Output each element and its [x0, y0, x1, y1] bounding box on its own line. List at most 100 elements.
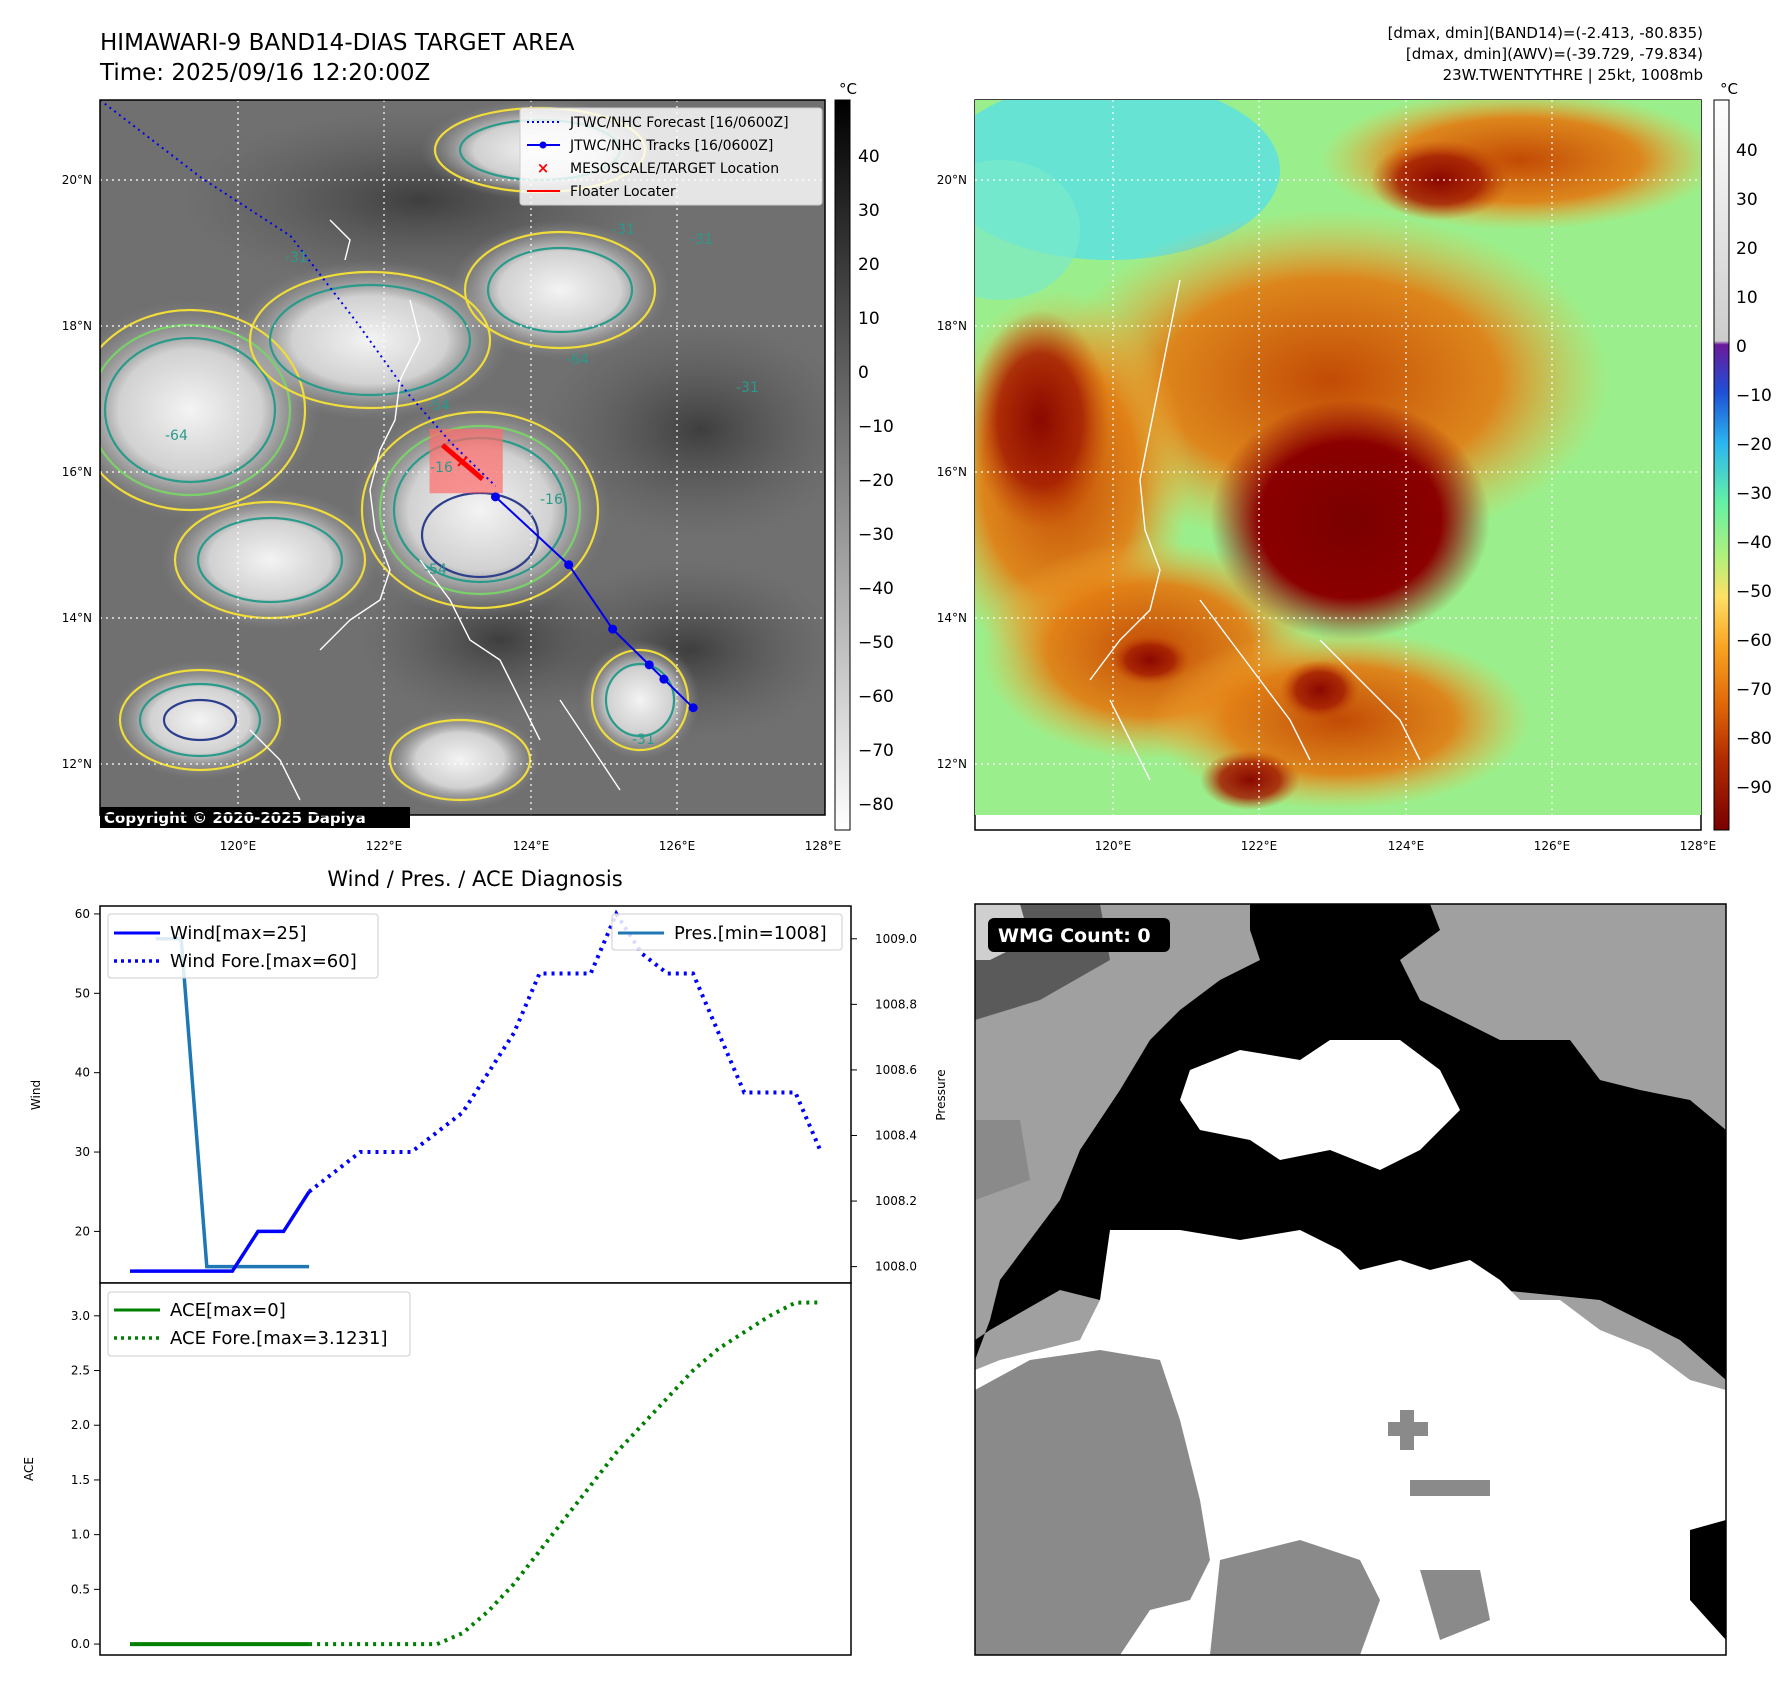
- svg-text:0: 0: [858, 363, 869, 383]
- svg-text:20: 20: [1736, 239, 1758, 259]
- awv-map-panel: [974, 99, 1702, 831]
- ir-map-lon-ticks: 120°E 122°E 124°E 126°E 128°E: [220, 839, 842, 853]
- observed-track-line: [494, 496, 694, 709]
- svg-text:120°E: 120°E: [1095, 839, 1132, 853]
- forecast-track-line: [100, 100, 497, 487]
- svg-text:40: 40: [858, 147, 880, 167]
- ir-map-gridlines: [100, 100, 825, 815]
- svg-text:−80: −80: [1736, 729, 1772, 749]
- legend-wind-forecast-label: Wind Fore.[max=60]: [170, 951, 357, 972]
- legend-track-label: JTWC/NHC Tracks [16/0600Z]: [569, 138, 773, 154]
- legend-ace-label: ACE[max=0]: [170, 1300, 286, 1321]
- svg-text:−70: −70: [858, 741, 894, 761]
- pressure-tick-label: 1008.8: [875, 997, 917, 1011]
- wind-tick-label: 60: [75, 907, 90, 921]
- svg-text:−20: −20: [1736, 435, 1772, 455]
- svg-text:−20: −20: [858, 471, 894, 491]
- pressure-axis-label: Pressure: [934, 1069, 948, 1120]
- awv-colorbar-unit: °C: [1720, 80, 1738, 98]
- legend-target-label: MESOSCALE/TARGET Location: [570, 161, 779, 177]
- ir-map-lat-ticks: 20°N 18°N 16°N 14°N 12°N: [62, 173, 92, 771]
- svg-text:40: 40: [1736, 141, 1758, 161]
- pressure-y-ticks: 1008.0 1008.2 1008.4 1008.6 1008.8 1009.0: [851, 932, 917, 1274]
- svg-text:−50: −50: [858, 633, 894, 653]
- wind-forecast-line: [307, 909, 823, 1194]
- floater-locater-line: [440, 443, 485, 481]
- wmg-field: [975, 904, 1726, 1655]
- awv-field: [975, 100, 1701, 815]
- svg-text:−40: −40: [858, 579, 894, 599]
- track-layer: ×: [100, 100, 698, 713]
- ir-map-panel: × -31 -31 -31 -31 -54 -64 -64 -16 -16 -5…: [99, 99, 826, 828]
- wind-tick-label: 50: [75, 986, 90, 1000]
- info-awv-range: [dmax, dmin](AWV)=(-39.729, -79.834): [1406, 45, 1703, 63]
- svg-text:-31: -31: [632, 732, 655, 748]
- ace-axis-label: ACE: [22, 1457, 36, 1481]
- diagnosis-title: Wind / Pres. / ACE Diagnosis: [327, 867, 622, 891]
- svg-text:−90: −90: [1736, 778, 1772, 798]
- svg-text:-16: -16: [540, 492, 563, 508]
- wind-tick-label: 20: [75, 1224, 90, 1238]
- svg-text:−40: −40: [1736, 533, 1772, 553]
- ace-tick-label: 3.0: [71, 1309, 90, 1323]
- ir-map-legend: JTWC/NHC Forecast [16/0600Z] JTWC/NHC Tr…: [519, 107, 823, 206]
- legend-floater-label: Floater Locater: [570, 184, 676, 200]
- svg-text:124°E: 124°E: [513, 839, 550, 853]
- svg-text:10: 10: [1736, 288, 1758, 308]
- ace-tick-label: 2.5: [71, 1364, 90, 1378]
- track-point: [608, 624, 618, 634]
- track-point: [644, 660, 654, 670]
- wmg-count-label: WMG Count: 0: [998, 925, 1151, 947]
- wmg-panel: WMG Count: 0: [974, 903, 1727, 1656]
- ace-tick-label: 2.0: [71, 1418, 90, 1432]
- track-point: [688, 703, 698, 713]
- wind-y-ticks: 20 30 40 50 60: [75, 907, 100, 1238]
- wmg-count-badge: [988, 918, 1170, 952]
- svg-text:122°E: 122°E: [1241, 839, 1278, 853]
- pressure-tick-label: 1008.0: [875, 1260, 917, 1274]
- pressure-tick-label: 1008.2: [875, 1194, 917, 1208]
- pressure-legend: Pres.[min=1008]: [611, 913, 843, 951]
- svg-text:0: 0: [1736, 337, 1747, 357]
- pressure-tick-label: 1008.6: [875, 1063, 917, 1077]
- contour-labels: -31 -31 -31 -31 -54 -64 -64 -16 -16 -54 …: [165, 222, 759, 748]
- ace-legend: ACE[max=0] ACE Fore.[max=3.1231]: [107, 1291, 411, 1357]
- figure-title: HIMAWARI-9 BAND14-DIAS TARGET AREA: [100, 30, 575, 56]
- svg-text:14°N: 14°N: [937, 611, 967, 625]
- copyright-label: Copyright © 2020-2025 Dapiya: [104, 809, 366, 827]
- svg-text:30: 30: [858, 201, 880, 221]
- wind-tick-label: 30: [75, 1145, 90, 1159]
- ace-tick-label: 1.5: [71, 1473, 90, 1487]
- svg-text:-31: -31: [612, 222, 635, 238]
- svg-text:30: 30: [1736, 190, 1758, 210]
- svg-text:−50: −50: [1736, 582, 1772, 602]
- svg-text:−30: −30: [858, 525, 894, 545]
- svg-text:16°N: 16°N: [62, 465, 92, 479]
- svg-text:-31: -31: [285, 250, 308, 266]
- info-storm-id: 23W.TWENTYTHRE | 25kt, 1008mb: [1443, 66, 1703, 84]
- svg-text:18°N: 18°N: [62, 319, 92, 333]
- legend-target-x-icon: ×: [537, 159, 550, 177]
- pressure-tick-label: 1009.0: [875, 932, 917, 946]
- svg-text:−60: −60: [858, 687, 894, 707]
- svg-text:14°N: 14°N: [62, 611, 92, 625]
- svg-text:12°N: 12°N: [937, 757, 967, 771]
- info-band14-range: [dmax, dmin](BAND14)=(-2.413, -80.835): [1388, 24, 1703, 42]
- svg-text:124°E: 124°E: [1388, 839, 1425, 853]
- wind-axis-label: Wind: [29, 1080, 43, 1110]
- svg-text:-16: -16: [430, 460, 453, 476]
- awv-colorbar: °C 40 30 20 10 0 −10 −20 −30 −40 −50 −60…: [1713, 80, 1772, 831]
- svg-text:-64: -64: [566, 352, 589, 368]
- svg-text:20°N: 20°N: [937, 173, 967, 187]
- svg-text:18°N: 18°N: [937, 319, 967, 333]
- track-point: [659, 674, 669, 684]
- wind-legend: Wind[max=25] Wind Fore.[max=60]: [107, 913, 379, 979]
- wind-line: [130, 1190, 311, 1273]
- svg-text:−10: −10: [858, 417, 894, 437]
- legend-forecast-label: JTWC/NHC Forecast [16/0600Z]: [569, 115, 789, 131]
- svg-text:-54: -54: [424, 562, 447, 578]
- svg-text:20°N: 20°N: [62, 173, 92, 187]
- svg-text:−80: −80: [858, 795, 894, 815]
- awv-map-gridlines: [975, 100, 1700, 815]
